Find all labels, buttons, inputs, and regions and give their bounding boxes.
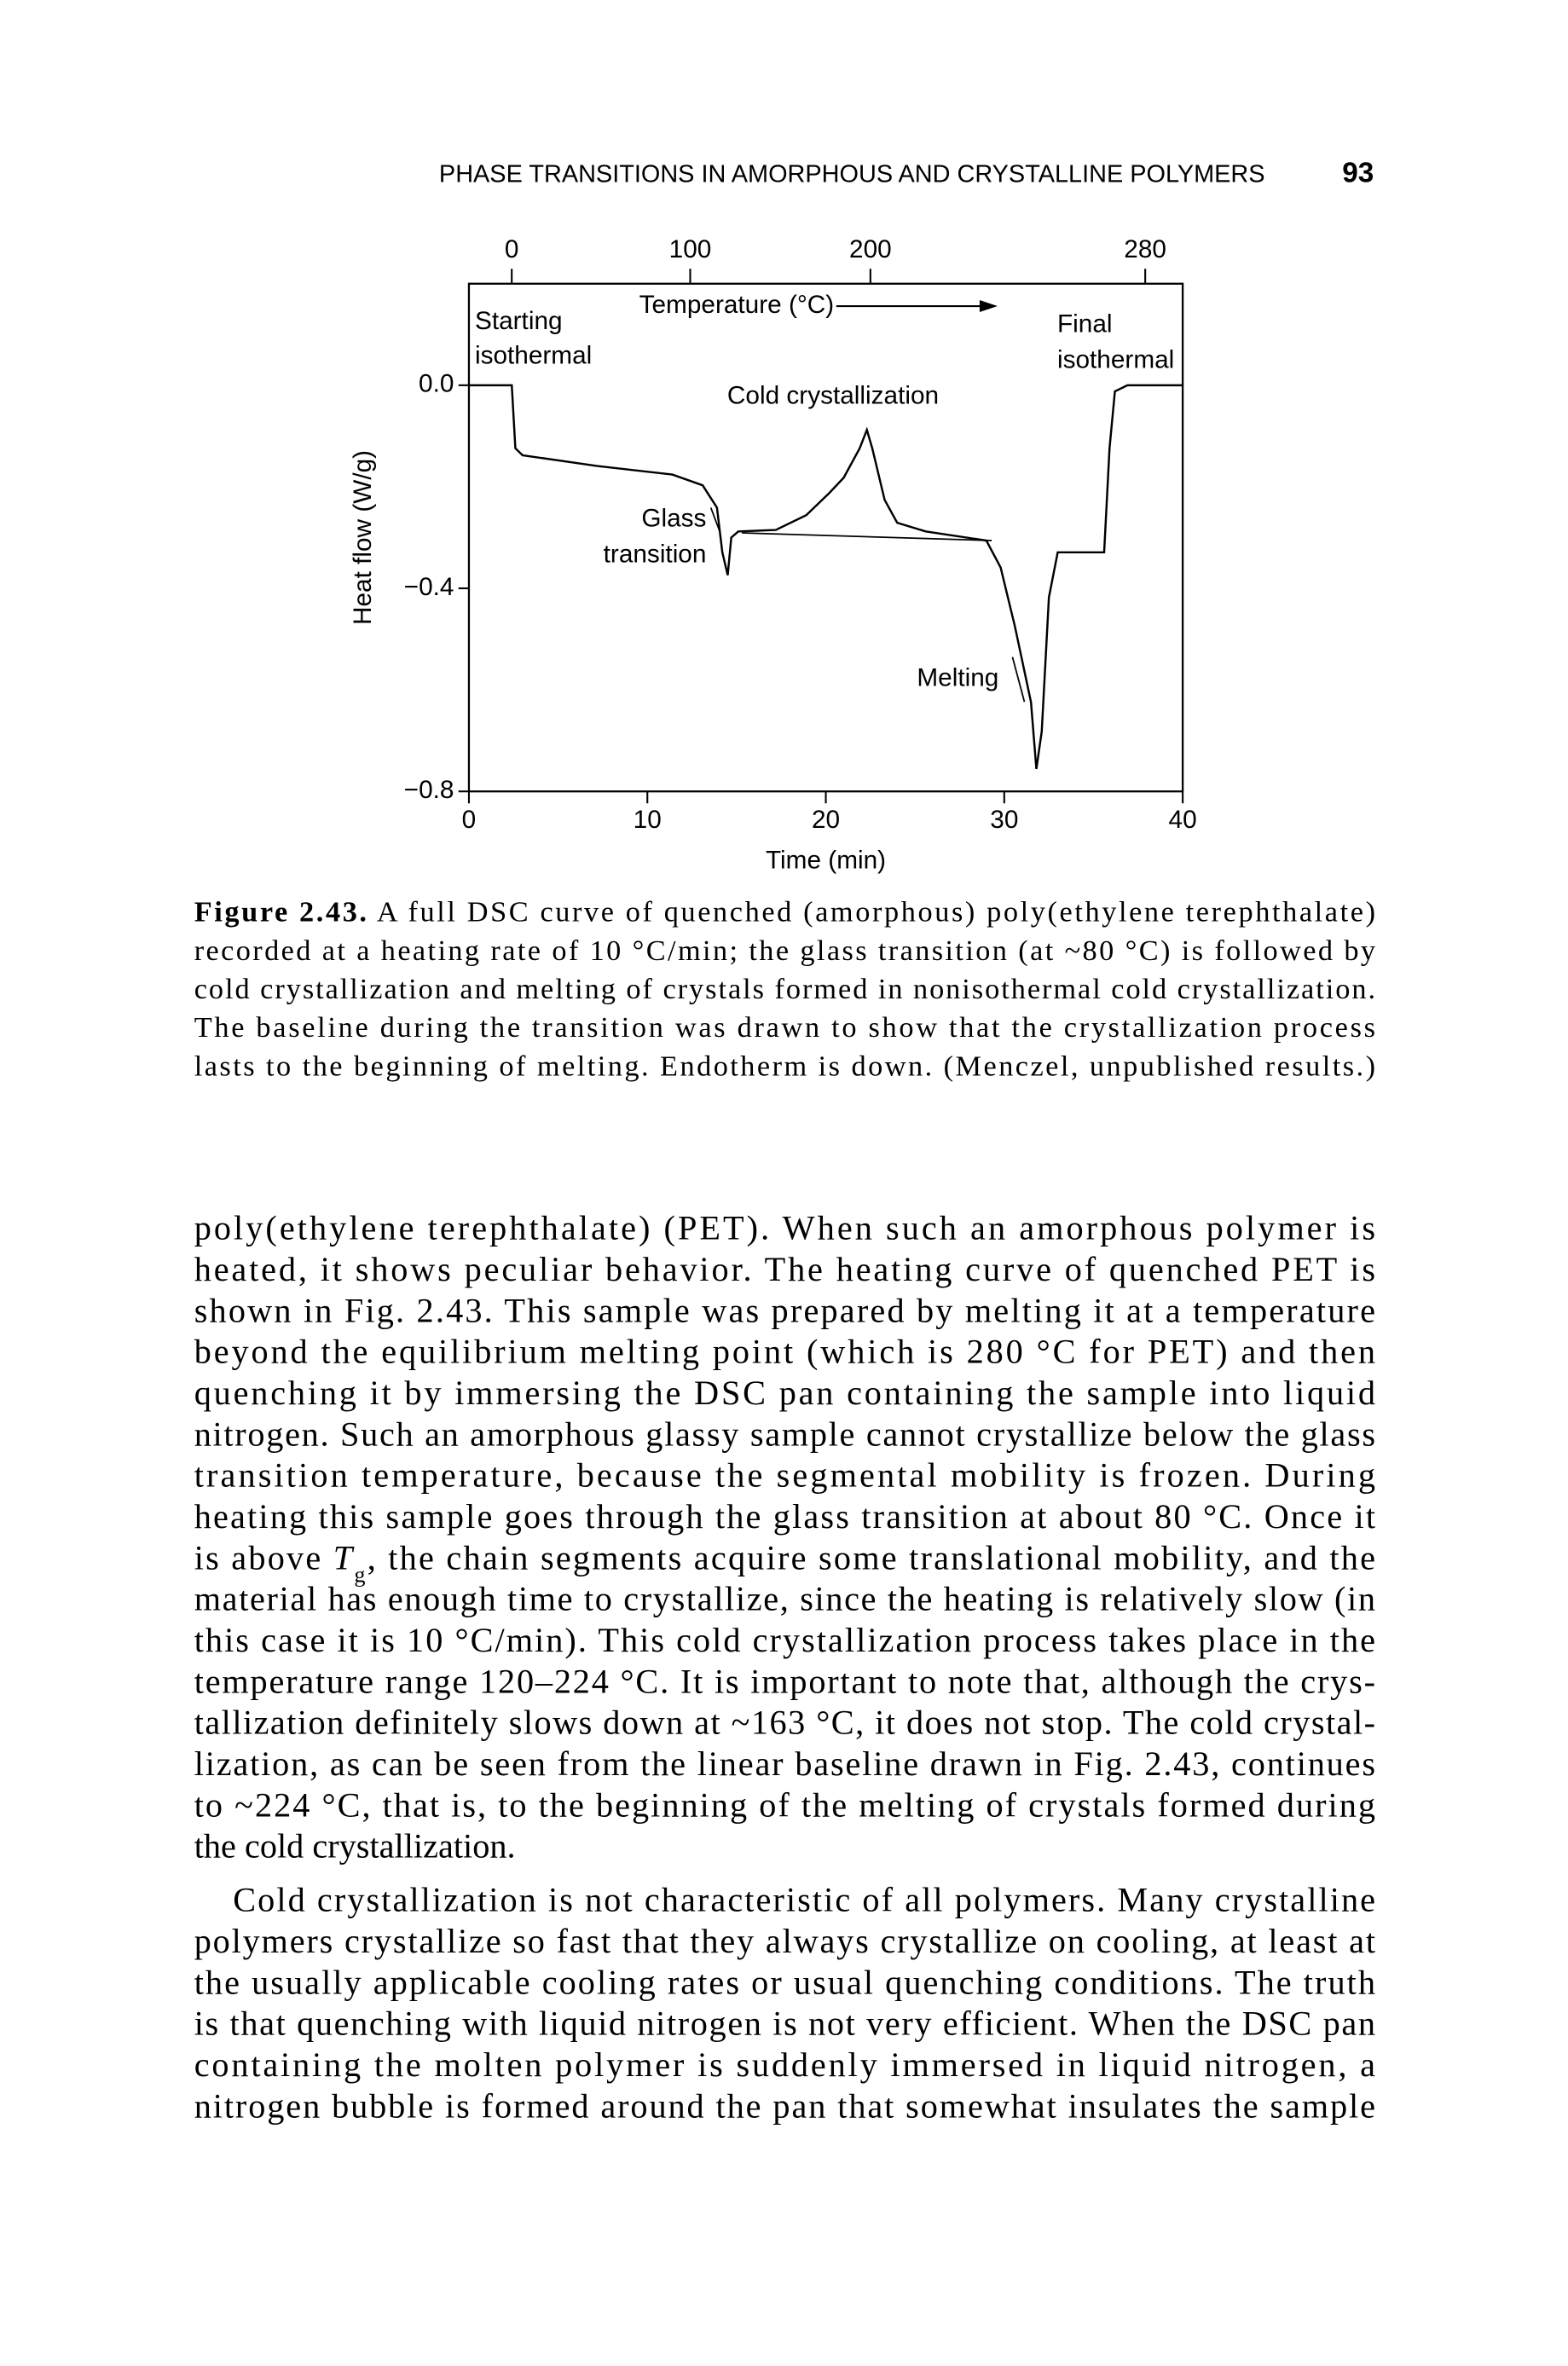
caption-text: recorded at a heating rate of 10 °C/min;… <box>194 934 1376 967</box>
arrow-head <box>979 300 998 313</box>
caption-line: lasts to the beginning of melting. Endot… <box>194 1050 1375 1082</box>
annotation: Glass <box>641 504 706 532</box>
body-line: heating this sample goes through the gla… <box>194 1497 1375 1536</box>
temperature-tick-label: 200 <box>849 235 892 263</box>
caption-text: A full DSC curve of quenched (amorphous)… <box>369 896 1375 928</box>
running-head: PHASE TRANSITIONS IN AMORPHOUS AND CRYST… <box>439 161 1265 188</box>
body-line: heated, it shows peculiar behavior. The … <box>194 1250 1375 1288</box>
body-line: is that quenching with liquid nitrogen i… <box>194 2004 1375 2043</box>
body-run: is above <box>194 1538 332 1576</box>
y-tick-label: 0.0 <box>419 370 454 398</box>
temperature-axis-label: Temperature (°C) <box>639 291 835 319</box>
body-line: material has enough time to crystallize,… <box>194 1580 1375 1618</box>
dsc-curve <box>742 532 992 541</box>
body-line: Cold crystallization is not characterist… <box>233 1881 1375 1919</box>
y-tick-label: −0.4 <box>404 573 454 601</box>
annotation: isothermal <box>475 341 592 369</box>
body-line: this case it is 10 °C/min). This cold cr… <box>194 1621 1375 1659</box>
temperature-tick-label: 100 <box>669 235 712 263</box>
body-run: , the chain segments acquire some transl… <box>367 1538 1375 1576</box>
annotation: transition <box>604 540 707 568</box>
body-line: the usually applicable cooling rates or … <box>194 1963 1375 2001</box>
glass-pointer <box>709 507 721 532</box>
caption-line: Figure 2.43. A full DSC curve of quenche… <box>194 896 1375 928</box>
body-line: poly(ethylene terephthalate) (PET). When… <box>194 1209 1375 1247</box>
caption-text: cold crystallization and melting of crys… <box>194 973 1375 1005</box>
x-tick-label: 10 <box>634 806 662 834</box>
body-run: T <box>333 1538 355 1576</box>
body-line: temperature range 120–224 °C. It is impo… <box>194 1662 1375 1700</box>
x-tick-label: 30 <box>990 806 1018 834</box>
annotation: Cold crystallization <box>727 382 939 410</box>
body-line: polymers crystallize so fast that they a… <box>194 1922 1375 1960</box>
caption-text: The baseline during the transition was d… <box>194 1011 1375 1044</box>
body-line: nitrogen bubble is formed around the pan… <box>194 2086 1375 2125</box>
body-line: lization, as can be seen from the linear… <box>194 1744 1375 1783</box>
body-line: quenching it by immersing the DSC pan co… <box>194 1374 1375 1412</box>
page-number: 93 <box>1342 158 1374 189</box>
body-line: tallization definitely slows down at ~16… <box>194 1704 1375 1742</box>
body-line: shown in Fig. 2.43. This sample was prep… <box>194 1291 1375 1329</box>
x-tick-label: 40 <box>1169 806 1197 834</box>
temperature-tick-label: 0 <box>505 235 519 263</box>
caption-text: lasts to the beginning of melting. Endot… <box>194 1050 1375 1082</box>
annotation: isothermal <box>1057 346 1174 374</box>
caption-label: Figure 2.43. <box>194 896 367 928</box>
caption-line: recorded at a heating rate of 10 °C/min;… <box>194 934 1376 967</box>
melting-pointer <box>1011 657 1026 703</box>
annotation: Starting <box>475 307 563 335</box>
body-line: beyond the equilibrium melting point (wh… <box>194 1333 1375 1371</box>
body-line: to ~224 °C, that is, to the beginning of… <box>194 1785 1375 1824</box>
y-axis-label: Heat flow (W/g) <box>349 450 377 625</box>
body-line: transition temperature, because the segm… <box>194 1456 1375 1495</box>
caption-line: cold crystallization and melting of crys… <box>194 973 1375 1005</box>
x-tick-label: 20 <box>812 806 840 834</box>
subscript: g <box>354 1562 365 1587</box>
body-line: the cold crystallization. <box>194 1827 516 1866</box>
annotation: Final <box>1057 310 1113 338</box>
y-tick-label: −0.8 <box>404 776 454 804</box>
body-line: containing the molten polymer is suddenl… <box>194 2045 1375 2084</box>
x-axis-label: Time (min) <box>766 846 886 874</box>
annotation: Melting <box>917 664 998 692</box>
x-tick-label: 0 <box>462 806 477 834</box>
dsc-curve <box>468 384 1183 770</box>
caption-line: The baseline during the transition was d… <box>194 1011 1375 1044</box>
body-line: nitrogen. Such an amorphous glassy sampl… <box>194 1414 1375 1453</box>
temperature-tick-label: 280 <box>1124 235 1166 263</box>
